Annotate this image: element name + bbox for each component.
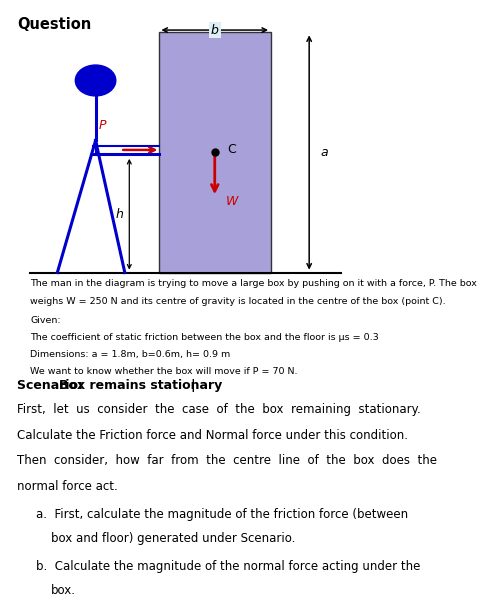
Text: normal force act.: normal force act.	[17, 480, 118, 492]
Text: |: |	[190, 379, 195, 392]
Text: $b$: $b$	[210, 23, 219, 37]
Text: First,  let  us  consider  the  case  of  the  box  remaining  stationary.: First, let us consider the case of the b…	[17, 403, 421, 416]
Text: Dimensions: a = 1.8m, b=0.6m, h= 0.9 m: Dimensions: a = 1.8m, b=0.6m, h= 0.9 m	[30, 350, 230, 359]
Circle shape	[75, 65, 116, 96]
Text: Scenario:: Scenario:	[17, 379, 87, 392]
Text: We want to know whether the box will move if P = 70 N.: We want to know whether the box will mov…	[30, 367, 298, 376]
Text: Given:: Given:	[30, 316, 61, 325]
FancyBboxPatch shape	[159, 32, 271, 273]
Text: Question: Question	[17, 17, 91, 32]
Text: C: C	[228, 143, 236, 155]
Text: $P$: $P$	[98, 119, 107, 132]
Text: Then  consider,  how  far  from  the  centre  line  of  the  box  does  the: Then consider, how far from the centre l…	[17, 454, 437, 467]
Text: box and floor) generated under Scenario.: box and floor) generated under Scenario.	[51, 532, 295, 545]
Text: $a$: $a$	[321, 146, 329, 159]
Text: Calculate the Friction force and Normal force under this condition.: Calculate the Friction force and Normal …	[17, 429, 408, 441]
Text: a.  First, calculate the magnitude of the friction force (between: a. First, calculate the magnitude of the…	[36, 508, 408, 521]
Text: box.: box.	[51, 584, 76, 597]
Text: The coefficient of static friction between the box and the floor is μs = 0.3: The coefficient of static friction betwe…	[30, 333, 379, 342]
Text: weighs W = 250 N and its centre of gravity is located in the centre of the box (: weighs W = 250 N and its centre of gravi…	[30, 297, 446, 305]
Text: $W$: $W$	[225, 195, 240, 208]
Text: Box remains stationary: Box remains stationary	[59, 379, 222, 392]
Text: $h$: $h$	[115, 207, 124, 221]
Text: b.  Calculate the magnitude of the normal force acting under the: b. Calculate the magnitude of the normal…	[36, 560, 420, 572]
Text: The man in the diagram is trying to move a large box by pushing on it with a for: The man in the diagram is trying to move…	[30, 279, 477, 288]
